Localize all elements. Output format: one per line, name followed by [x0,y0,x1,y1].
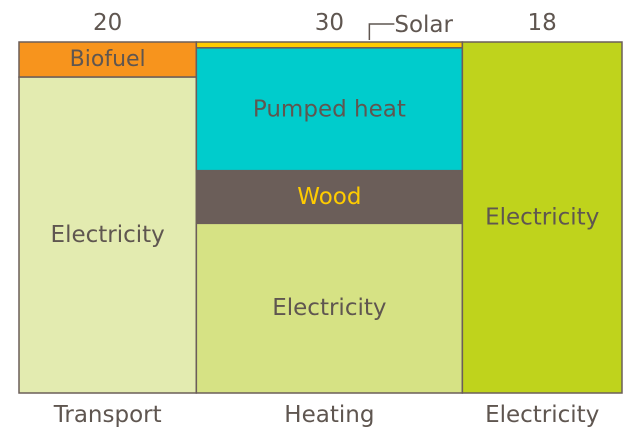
category-label-electricity: Electricity [485,402,599,428]
segment-label-electricity-electricity: Electricity [485,205,599,231]
segment-heating-pumped-heat [195,47,464,172]
segment-label-heating-electricity: Electricity [272,295,386,321]
segment-label-heating-wood: Wood [297,184,361,210]
segment-label-heating-solar: Solar [394,12,453,38]
column-total-heating: 30 [315,10,344,36]
segment-heating-electricity [195,222,464,394]
column-total-electricity: 18 [528,10,557,36]
segment-label-transport-electricity: Electricity [51,222,165,248]
segment-transport-biofuel [18,41,198,78]
category-label-transport: Transport [53,402,162,428]
segment-label-heating-pumped-heat: Pumped heat [253,96,406,122]
category-label-heating: Heating [284,402,374,428]
callout-line-heating-solar [368,23,395,40]
segment-label-transport-biofuel: Biofuel [70,47,146,72]
segment-transport-electricity [18,76,198,394]
column-total-transport: 20 [93,10,122,36]
segment-electricity-electricity [461,41,623,394]
segment-heating-solar [195,41,464,49]
